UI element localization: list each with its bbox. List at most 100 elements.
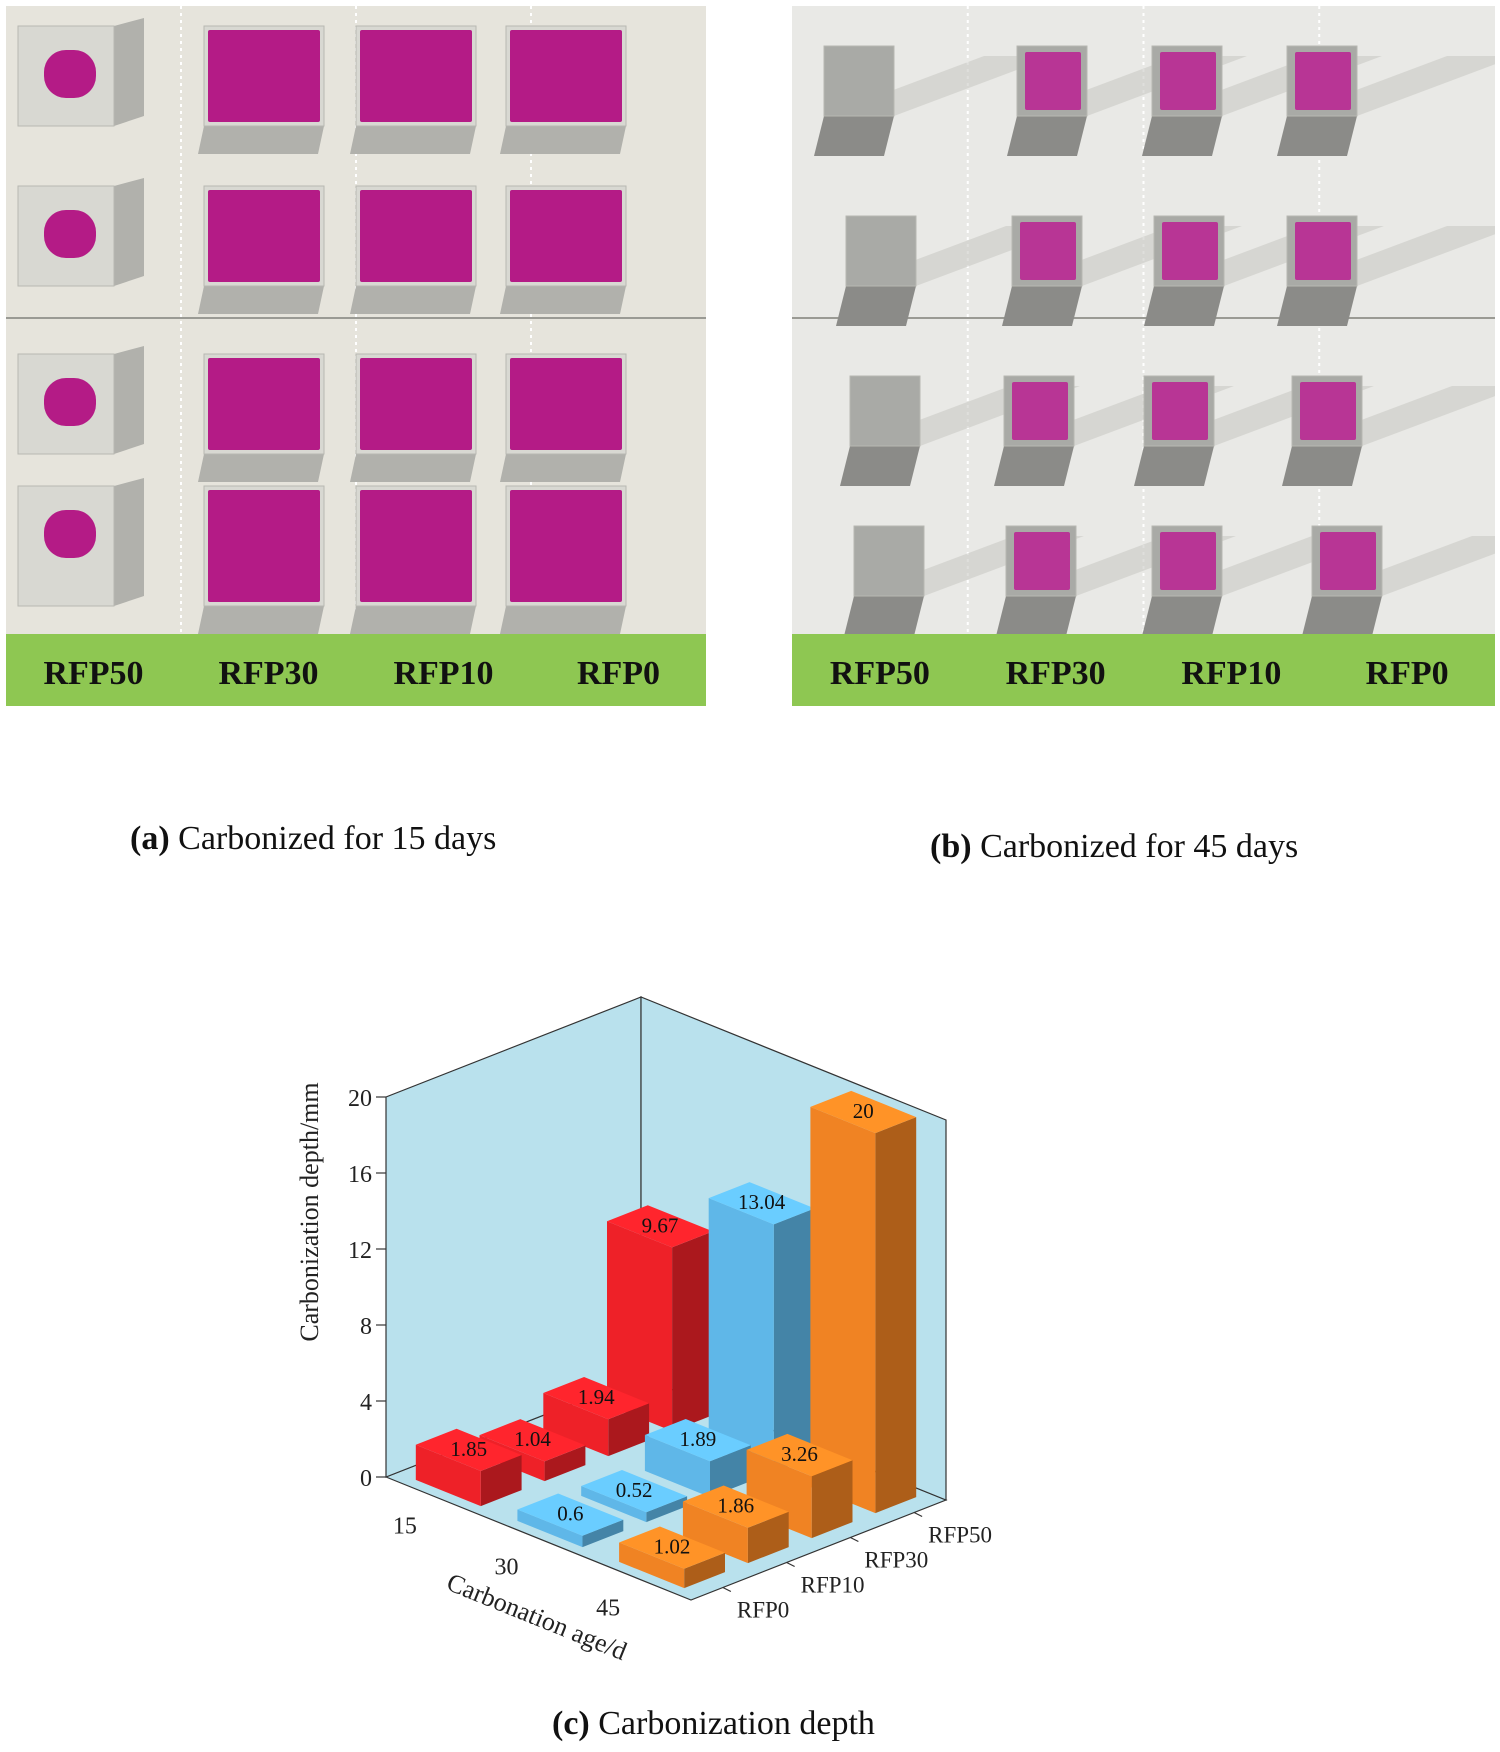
- bar-30-RFP10: 0.52: [581, 1470, 688, 1523]
- chart-floor: [384, 1376, 948, 1601]
- cube-side-face: [114, 18, 144, 126]
- specimen-cube: [350, 353, 477, 482]
- phenolphthalein-stain: [360, 30, 472, 122]
- bar-value-label: 1.02: [654, 1535, 691, 1559]
- bar-30-RFP50: 13.04: [708, 1182, 815, 1473]
- z-tick-label: 20: [348, 1086, 372, 1112]
- cube-side-face: [844, 596, 924, 636]
- bar-top-face: [708, 1182, 815, 1225]
- specimen-cube: [198, 185, 325, 314]
- bar-front-face: [479, 1435, 545, 1482]
- bar-top-face: [415, 1428, 522, 1471]
- chart-back-wall-left: [385, 996, 642, 1478]
- label-band: [6, 634, 706, 706]
- cube-side-face: [994, 446, 1074, 486]
- bar-15-RFP30: 1.94: [543, 1377, 650, 1457]
- cube-side-face: [1144, 286, 1224, 326]
- photo-margin: [6, 706, 706, 786]
- phenolphthalein-stain: [208, 490, 320, 602]
- phenolphthalein-stain: [208, 190, 320, 282]
- phenolphthalein-stain: [1152, 382, 1208, 440]
- photo-15-days-figure: RFP50 RFP30 RFP10 RFP0: [6, 6, 706, 786]
- specimen-cube: [500, 353, 627, 482]
- caption-a: (a) Carbonized for 15 days: [130, 820, 497, 857]
- z-tick-label: 0: [360, 1466, 372, 1492]
- phenolphthalein-stain: [44, 50, 96, 98]
- specimen-label: RFP30: [218, 655, 318, 692]
- specimen-label: RFP10: [393, 655, 493, 692]
- phenolphthalein-stain: [1020, 222, 1076, 280]
- bar-top-face: [543, 1377, 650, 1420]
- cube-side-face: [350, 606, 476, 634]
- x-tick-label: 45: [596, 1596, 620, 1622]
- specimen-cube: [1302, 525, 1495, 636]
- phenolphthalein-stain: [1162, 222, 1218, 280]
- cube-side-face: [350, 126, 476, 154]
- bar-side-face: [773, 1208, 815, 1473]
- cube-side-face: [1134, 446, 1214, 486]
- bar-side-face: [710, 1445, 751, 1498]
- phenolphthalein-stain: [360, 190, 472, 282]
- cube-side-face: [198, 126, 324, 154]
- specimen-cube: [350, 485, 477, 634]
- bar-front-face: [517, 1509, 583, 1548]
- bar-front-face: [708, 1198, 774, 1473]
- bar-30-RFP0: 0.6: [517, 1493, 624, 1548]
- bar-15-RFP50: 9.67: [607, 1205, 713, 1432]
- bar-side-face: [582, 1519, 624, 1548]
- y-tick: [850, 1536, 859, 1543]
- bar-value-label: 1.89: [680, 1427, 717, 1451]
- caption-b: (b) Carbonized for 45 days: [930, 828, 1299, 865]
- phenolphthalein-stain: [360, 490, 472, 602]
- phenolphthalein-stain: [1014, 532, 1070, 590]
- specimen-cube: [198, 485, 325, 634]
- phenolphthalein-stain: [360, 358, 472, 450]
- bar-front-face: [746, 1449, 812, 1539]
- specimen-label: RFP0: [577, 655, 660, 692]
- cube-side-face: [1277, 286, 1357, 326]
- phenolphthalein-stain: [44, 378, 96, 426]
- bar-30-RFP30: 1.89: [644, 1419, 751, 1498]
- cube-side-face: [350, 286, 476, 314]
- phenolphthalein-stain: [1295, 222, 1351, 280]
- specimen-cube: [17, 346, 144, 455]
- bar-value-label: 1.94: [578, 1385, 615, 1409]
- cube-top-face: [853, 525, 925, 597]
- specimen-label: RFP50: [43, 655, 143, 692]
- phenolphthalein-stain: [44, 510, 96, 558]
- cube-side-face: [1302, 596, 1382, 636]
- cube-side-face: [500, 126, 626, 154]
- bar-45-RFP50: 20: [810, 1090, 917, 1514]
- cube-side-face: [814, 116, 894, 156]
- bar-value-label: 3.26: [781, 1442, 818, 1466]
- phenolphthalein-stain: [1160, 532, 1216, 590]
- z-tick-label: 12: [348, 1238, 372, 1264]
- z-tick-label: 16: [348, 1162, 372, 1188]
- cube-side-face: [1002, 286, 1082, 326]
- y-tick: [913, 1511, 923, 1518]
- bar-value-label: 1.04: [514, 1427, 551, 1451]
- phenolphthalein-stain: [208, 358, 320, 450]
- bar-value-label: 0.52: [616, 1478, 653, 1502]
- bar-45-RFP0: 1.02: [619, 1526, 725, 1589]
- y-tick-label: RFP30: [864, 1548, 928, 1573]
- caption-c: (c) Carbonization depth: [552, 1705, 875, 1742]
- specimen-cube: [350, 25, 477, 154]
- x-axis-title: Carbonation age/d: [443, 1567, 631, 1666]
- phenolphthalein-stain: [510, 490, 622, 602]
- bar-side-face: [875, 1117, 917, 1514]
- photo-margin: [792, 706, 1495, 786]
- cube-side-face: [500, 286, 626, 314]
- bar-top-face: [810, 1090, 917, 1134]
- phenolphthalein-stain: [510, 30, 622, 122]
- cube-side-face: [198, 606, 324, 634]
- bar-side-face: [747, 1511, 789, 1564]
- cube-side-face: [198, 454, 324, 482]
- bar-value-label: 13.04: [738, 1190, 786, 1214]
- y-tick: [786, 1561, 795, 1568]
- specimen-cube: [1007, 45, 1247, 156]
- phenolphthalein-stain: [510, 358, 622, 450]
- specimen-cube: [17, 478, 144, 607]
- cube-side-face: [1007, 116, 1087, 156]
- cube-side-face: [1142, 116, 1222, 156]
